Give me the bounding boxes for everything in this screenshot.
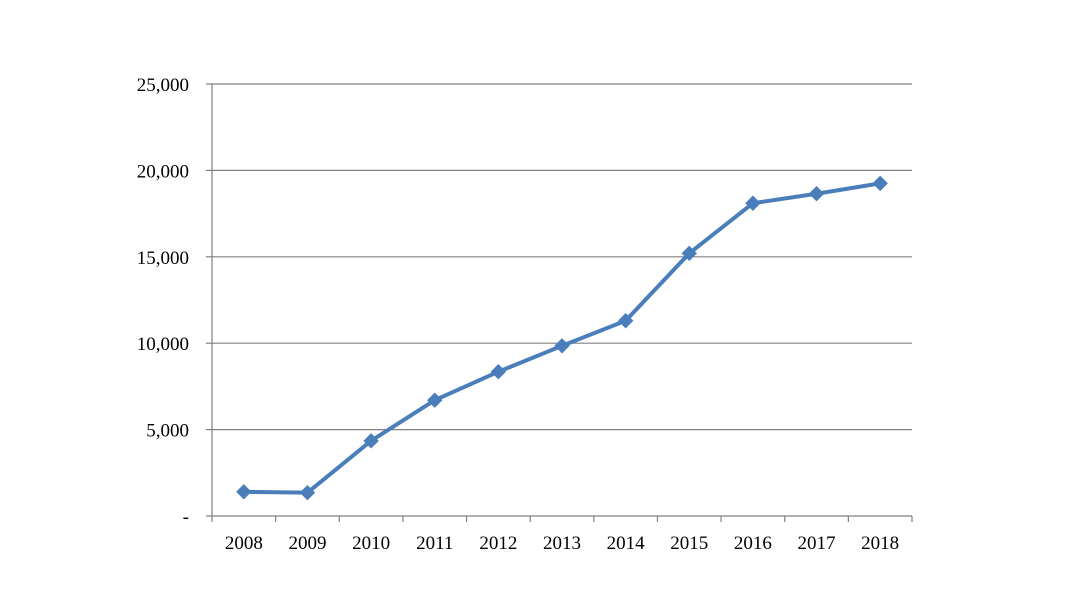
data-point-marker [681,245,697,262]
data-point-marker [490,364,507,380]
y-tick-label: 5,000 [146,421,189,442]
x-tick-label: 2013 [543,533,581,554]
y-axis-tick-labels: - 5,000 10,000 15,000 20,000 25,000 [137,75,189,528]
data-point-marker [617,313,634,329]
data-point-marker [745,195,761,211]
x-tick-label: 2015 [670,533,708,554]
data-point-marker [872,175,888,192]
data-point-marker [236,484,252,500]
x-tick-label: 2016 [734,533,772,554]
y-tick-label: 10,000 [137,334,189,355]
x-tick-label: 2009 [288,533,326,554]
x-tick-label: 2017 [798,533,836,554]
gridlines [212,83,912,431]
y-tick-label: 20,000 [137,161,189,182]
y-tick-label: 15,000 [137,248,189,269]
y-tick-label: - [183,507,189,528]
y-tick-label: 25,000 [137,75,189,96]
x-tick-label: 2018 [861,533,899,554]
data-series [236,175,888,501]
x-tick-label: 2008 [225,533,263,554]
data-point-marker [363,433,379,449]
x-tick-label: 2010 [352,533,390,554]
x-tick-label: 2011 [416,533,453,554]
data-point-marker [554,338,570,354]
data-point-marker [808,186,825,202]
x-axis-tick-labels: 2008 2009 2010 2011 2012 2013 2014 2015 2016 2017… [225,533,899,554]
axes [206,83,913,522]
x-tick-label: 2012 [479,533,517,554]
data-point-marker [427,392,443,408]
series-line [241,181,883,495]
data-point-marker [299,484,316,501]
x-tick-label: 2014 [607,533,646,554]
